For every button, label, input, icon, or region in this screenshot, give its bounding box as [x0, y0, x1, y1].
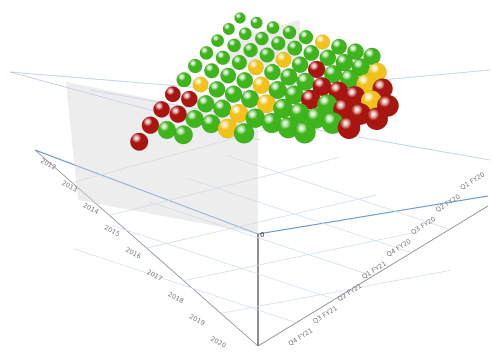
- data-point-green: [211, 34, 225, 48]
- vertical-axis-tick-label: 0: [260, 231, 264, 239]
- data-point-green: [208, 80, 226, 98]
- data-point-yellow: [192, 76, 209, 93]
- data-point-green: [233, 123, 255, 144]
- left-axis-tick-label: 2020: [209, 335, 227, 350]
- data-point-green: [240, 89, 260, 109]
- bubble-layer: [130, 12, 399, 151]
- data-point-green: [185, 109, 204, 129]
- data-point-green: [215, 50, 231, 66]
- data-point-green: [282, 25, 297, 40]
- floor-grid-line: [146, 194, 377, 249]
- left-axis-tick-label: 2017: [145, 268, 163, 283]
- floor-grid-line: [226, 155, 450, 230]
- data-point-yellow: [247, 59, 264, 76]
- right-axis-tick-label: Q3 FY21: [311, 304, 338, 325]
- data-point-yellow: [314, 34, 331, 50]
- data-point-green: [259, 47, 275, 63]
- left-axis-tick-label: 2019: [188, 312, 206, 327]
- data-point-green: [227, 38, 241, 53]
- left-axis-tick-label: 2016: [124, 246, 142, 261]
- data-point-green: [187, 58, 203, 74]
- data-point-yellow: [252, 76, 270, 94]
- data-point-green: [213, 99, 232, 118]
- data-point-red: [365, 107, 389, 131]
- data-point-red: [169, 105, 187, 123]
- data-point-green: [222, 22, 235, 36]
- right-axis-tick-label: Q1 FY21: [361, 260, 388, 281]
- left-axis-line: [34, 149, 259, 235]
- data-point-yellow: [275, 51, 292, 68]
- data-point-red: [307, 60, 326, 79]
- data-point-green: [319, 49, 337, 67]
- left-axis-tick-label: 2015: [103, 223, 121, 238]
- data-point-green: [250, 16, 263, 29]
- floor-grid-line: [73, 248, 297, 323]
- floor-grid-line: [220, 269, 451, 314]
- data-point-green: [298, 29, 314, 45]
- floor-grid-line: [149, 201, 374, 277]
- data-point-green: [287, 40, 303, 56]
- data-point-green: [254, 31, 269, 46]
- data-point-red: [164, 86, 181, 103]
- data-point-green: [291, 56, 309, 74]
- data-point-red: [337, 116, 361, 140]
- data-point-green: [197, 95, 215, 113]
- left-axis-tick-label: 2018: [167, 290, 185, 305]
- data-point-green: [280, 68, 298, 86]
- data-point-green: [199, 46, 214, 60]
- floor-grid-line: [111, 225, 335, 300]
- data-point-red: [130, 132, 149, 151]
- data-point-green: [176, 72, 192, 88]
- data-point-green: [303, 44, 320, 61]
- data-point-green: [204, 63, 220, 79]
- data-point-green: [266, 21, 280, 35]
- data-point-green: [243, 42, 258, 58]
- left-axis-tick-label: 2012: [39, 157, 57, 172]
- data-point-green: [271, 36, 286, 51]
- right-axis-tick-label: Q4 FY20: [385, 237, 412, 258]
- data-point-red: [180, 90, 198, 108]
- data-point-green: [263, 63, 281, 81]
- left-axis-tick-label: 2013: [60, 179, 78, 194]
- data-point-green: [224, 85, 243, 103]
- data-point-green: [330, 38, 348, 55]
- data-point-green: [201, 114, 221, 134]
- right-axis-tick-label: Q2 FY21: [336, 282, 363, 303]
- right-axis-tick-label: Q4 FY21: [287, 326, 314, 347]
- right-axis-tick-label: Q3 FY20: [410, 215, 437, 236]
- data-point-green: [347, 43, 364, 61]
- data-point-green: [236, 71, 254, 89]
- data-point-green: [157, 120, 177, 140]
- data-point-green: [238, 27, 252, 41]
- data-point-green: [220, 67, 237, 84]
- right-axis-line: [257, 195, 489, 235]
- floor-grid-line: [109, 156, 340, 216]
- floor-grid-line: [72, 119, 303, 184]
- data-point-green: [335, 53, 354, 72]
- right-axis-tick-label: Q1 FY20: [459, 170, 486, 191]
- data-point-green: [293, 121, 316, 144]
- data-point-green: [173, 125, 193, 145]
- right-axis-tick-label: Q2 FY20: [434, 193, 461, 214]
- data-point-red: [153, 100, 171, 118]
- data-point-red: [141, 116, 160, 134]
- data-point-green: [231, 54, 248, 71]
- data-point-green: [234, 12, 246, 24]
- floor-grid-line: [183, 232, 414, 282]
- floor-grid-line: [188, 178, 412, 253]
